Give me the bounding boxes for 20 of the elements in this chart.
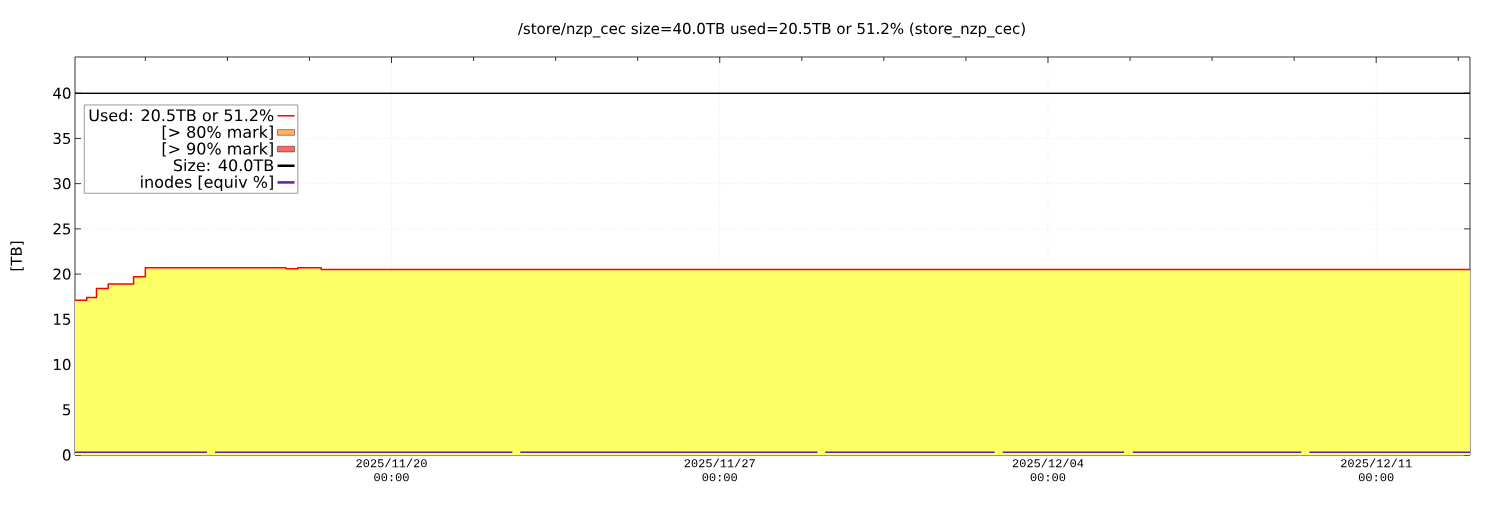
legend-label: Size: 40.0TB [173, 158, 274, 172]
x-tick-label: 2025/11/27 00:00 [684, 458, 755, 482]
legend-label: [> 80% mark] [162, 125, 273, 140]
y-tick-label: 30 [53, 177, 71, 190]
legend-label: inodes [equiv %] [141, 175, 273, 192]
legend-label: [> 90% mark] [162, 142, 273, 157]
y-tick-label: 35 [53, 132, 71, 145]
x-tick-label: 2025/11/20 00:00 [356, 458, 427, 482]
x-tick-label: 2025/12/04 00:00 [1012, 458, 1084, 482]
y-tick-label: 20 [53, 268, 71, 280]
y-tick-label: 5 [63, 404, 71, 416]
y-tick-label: 15 [54, 313, 71, 325]
y-axis-title: [TB] [10, 241, 24, 271]
x-tick-label: 2025/12/11 00:00 [1341, 458, 1412, 482]
y-tick-label: 40 [53, 87, 71, 99]
y-tick-label: 10 [54, 358, 71, 371]
y-tick-label: 25 [53, 223, 71, 235]
chart-title: /store/nzp_cec size=40.0TB used=20.5TB or 51.2% (store_nzp_cec) [517, 22, 1025, 38]
legend-label: Used: 20.5TB or 51.2% [89, 108, 274, 122]
y-tick-label: 0 [62, 449, 71, 461]
